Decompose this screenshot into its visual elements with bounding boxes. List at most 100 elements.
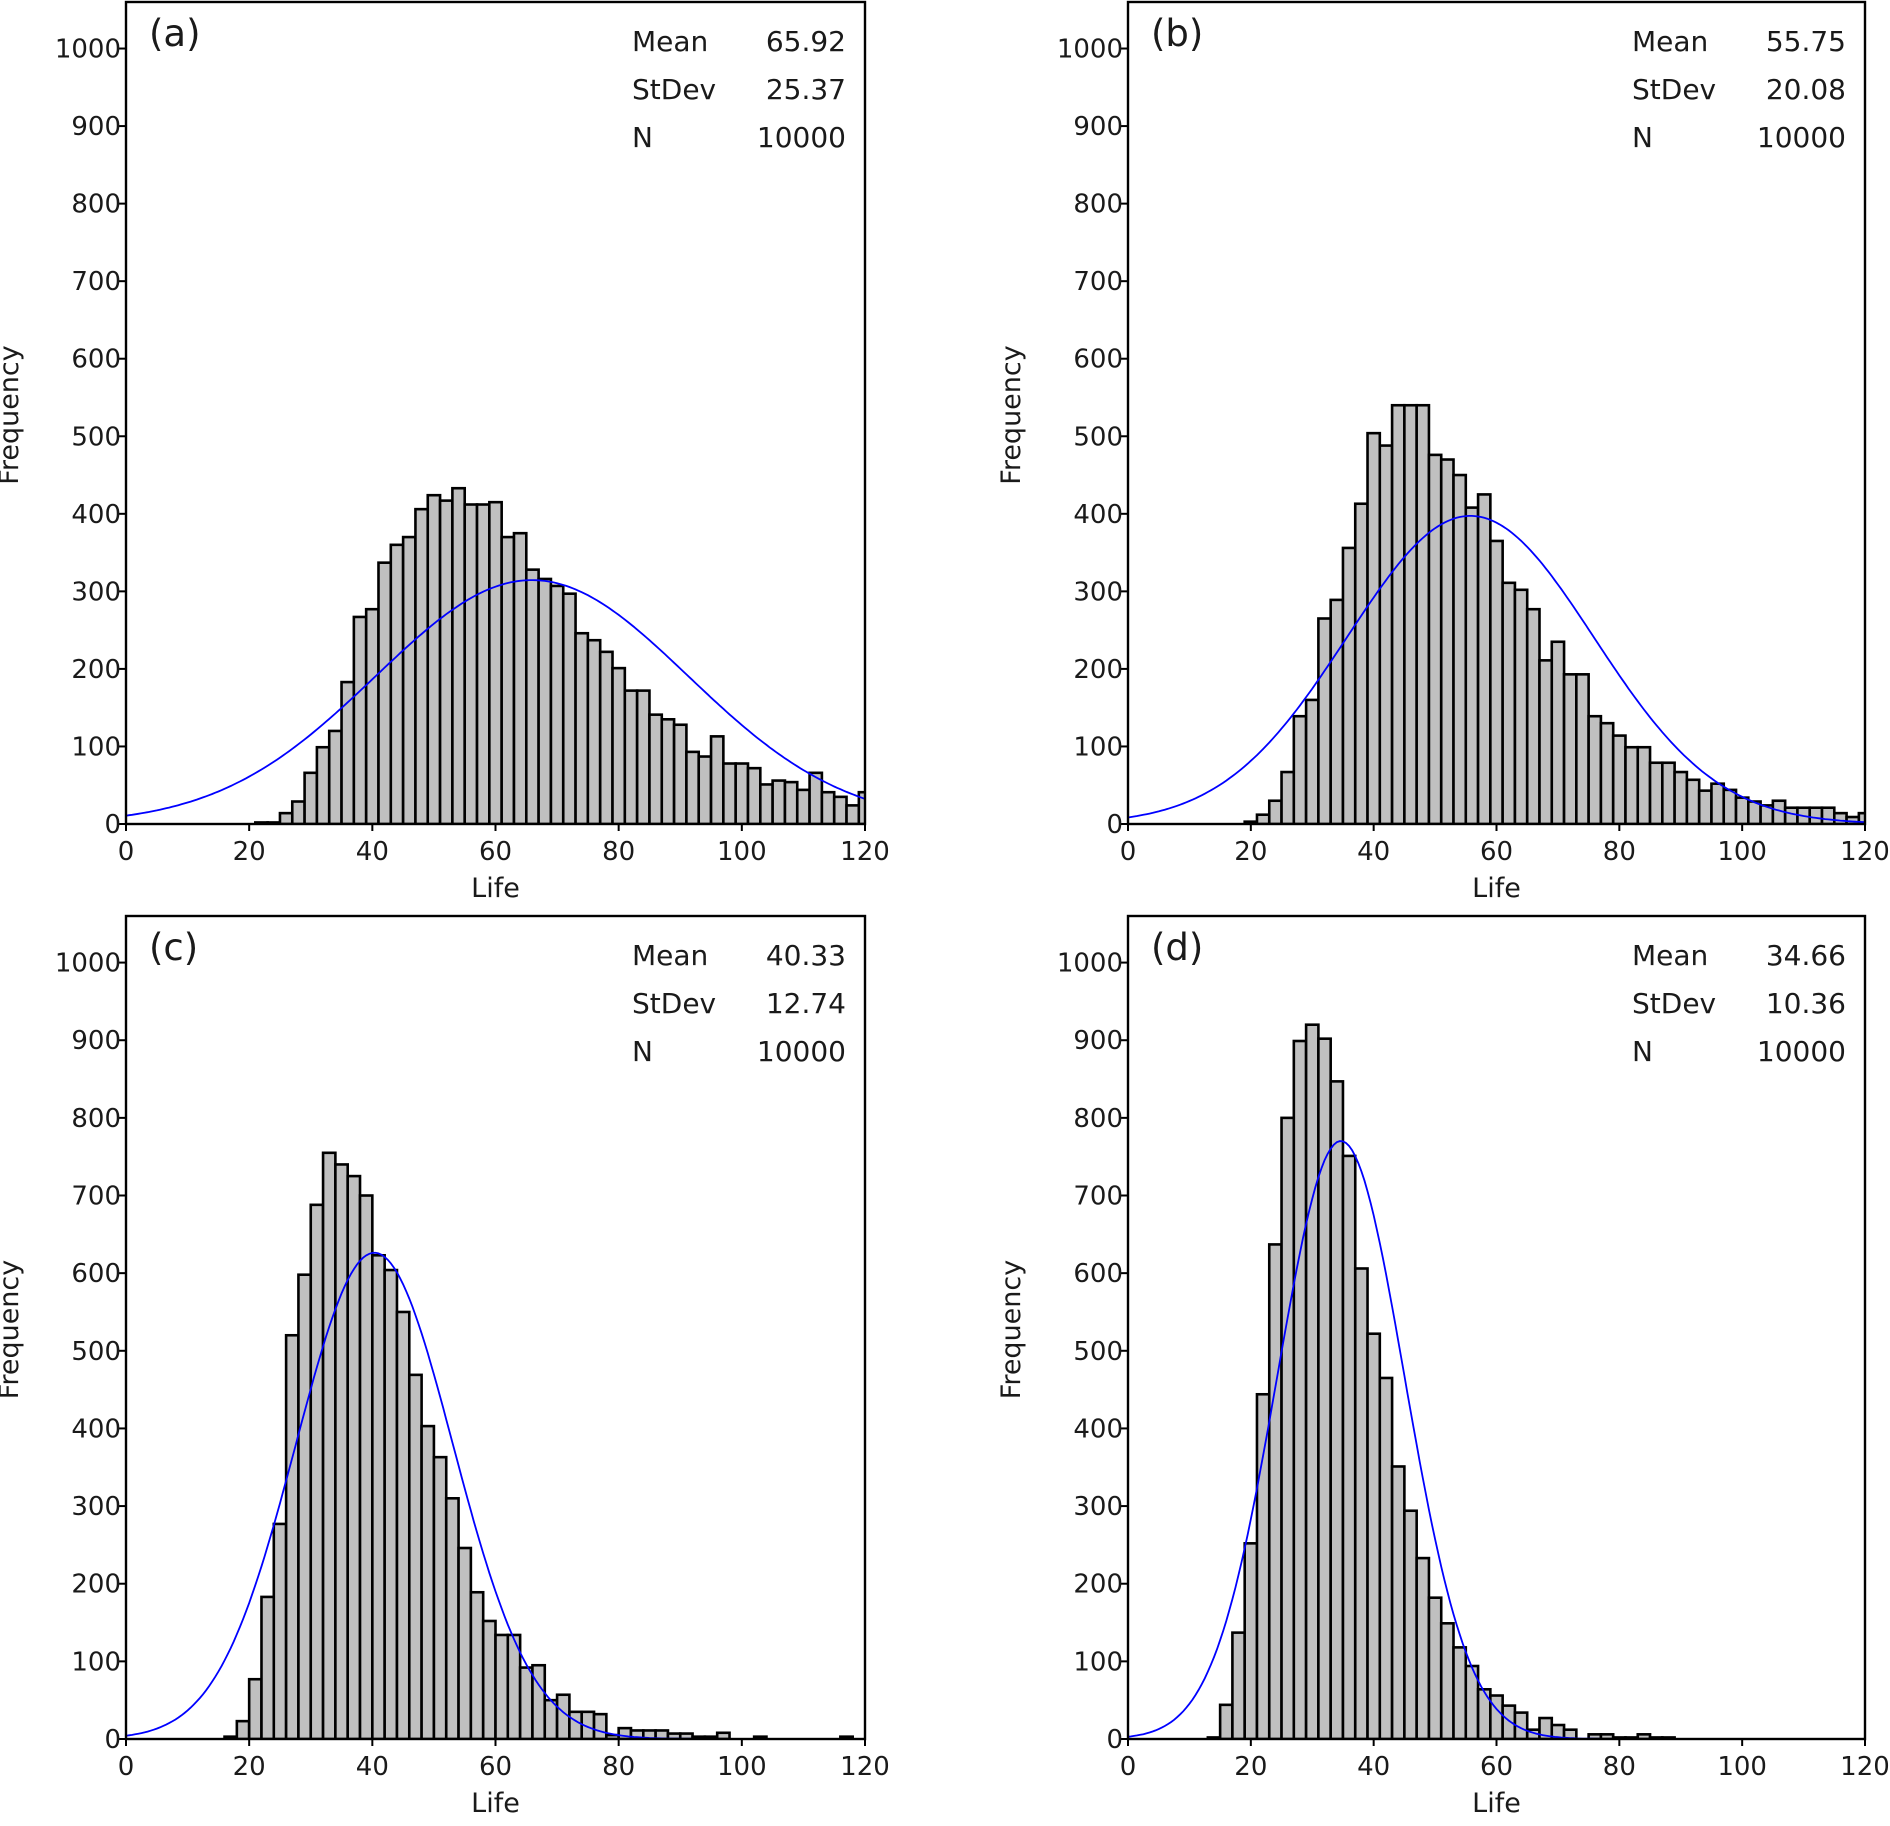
histogram-bar	[1599, 721, 1615, 824]
histogram-bar	[1317, 617, 1332, 824]
y-tick-label: 900	[1073, 112, 1123, 142]
histogram-bar	[247, 1677, 263, 1739]
histogram-bar	[795, 788, 811, 824]
histogram-bar	[746, 766, 762, 824]
y-tick-label: 600	[1073, 345, 1123, 375]
histogram-bar	[635, 689, 651, 824]
histogram-bars	[1206, 1023, 1676, 1739]
histogram-bar	[759, 783, 774, 824]
histogram-bar	[734, 762, 750, 824]
histogram-bar	[1353, 502, 1369, 824]
x-tick-label: 20	[233, 1752, 266, 1782]
histogram-bar	[660, 718, 676, 824]
histogram-bar	[1501, 581, 1517, 824]
x-tick-label: 80	[1603, 837, 1636, 867]
x-tick-label: 100	[717, 1752, 767, 1782]
histogram-bar	[1550, 640, 1566, 824]
y-tick-label: 500	[71, 1337, 121, 1367]
y-tick-label: 1000	[55, 949, 121, 979]
y-tick-label: 1000	[1057, 35, 1123, 65]
x-axis-label: Life	[1472, 873, 1521, 904]
histogram-bar	[1415, 403, 1431, 824]
x-axis-label: Life	[471, 1788, 520, 1819]
plot-frame	[124, 914, 867, 1741]
histogram-bar	[1353, 1267, 1369, 1739]
y-tick-label: 0	[1106, 810, 1123, 840]
stat-value: 10.36	[1766, 987, 1846, 1020]
y-tick-label: 800	[1073, 1104, 1123, 1134]
histogram-bar	[371, 1253, 386, 1739]
histogram-bar	[611, 666, 627, 824]
histogram-bar	[783, 780, 799, 824]
histogram-bar	[1562, 673, 1578, 824]
histogram-bar	[290, 800, 306, 824]
histogram-bar	[414, 507, 430, 824]
y-tick-label: 100	[71, 732, 121, 762]
histogram-bar	[1255, 1392, 1271, 1739]
histogram-bar	[537, 577, 553, 824]
histogram-bar	[586, 638, 602, 824]
histogram-bar	[1403, 403, 1418, 824]
y-tick-label: 500	[1073, 1337, 1123, 1367]
histogram-bar	[1722, 788, 1738, 824]
x-tick-label: 100	[1717, 837, 1767, 867]
x-tick-label: 20	[1234, 1752, 1267, 1782]
x-tick-label: 20	[233, 837, 266, 867]
histogram-panel-a: 0 20 40 60 80 100 120 0 100 200 300 400 500 600 700 800…	[0, 0, 890, 904]
histogram-bar	[334, 1163, 349, 1739]
histogram-bar	[1513, 588, 1529, 824]
y-tick-label: 600	[1073, 1259, 1123, 1289]
histogram-bar	[672, 723, 688, 824]
histogram-bar	[715, 1731, 731, 1739]
normal-fit-curve	[126, 1251, 865, 1739]
x-tick-label: 40	[1357, 1752, 1390, 1782]
histogram-bar	[1341, 1154, 1357, 1739]
histogram-bar	[845, 804, 861, 824]
histogram-bar	[444, 1497, 460, 1739]
histogram-bar	[377, 561, 393, 824]
histogram-bar	[235, 1719, 251, 1739]
x-tick-label: 120	[1840, 1752, 1890, 1782]
histogram-panel-c: 0 20 40 60 80 100 120 0 100 200 300 400 500 600 700 800…	[0, 914, 890, 1819]
histogram-bar	[1636, 745, 1652, 824]
x-tick-label: 120	[1840, 837, 1890, 867]
histogram-bar	[1329, 598, 1345, 824]
histogram-bar	[1267, 1243, 1283, 1739]
stat-value: 65.92	[766, 25, 846, 58]
histogram-bar	[352, 615, 368, 824]
y-tick-label: 700	[1073, 1182, 1123, 1212]
x-tick-label: 60	[1480, 837, 1513, 867]
histogram-bar	[260, 1595, 276, 1739]
histogram-bar	[1267, 799, 1283, 824]
histogram-bar	[808, 771, 824, 824]
y-tick-label: 700	[71, 1182, 121, 1212]
histogram-bar	[389, 543, 405, 824]
stat-label: StDev	[1632, 987, 1716, 1020]
histogram-bar	[401, 535, 417, 824]
normal-fit-curve	[1128, 515, 1865, 824]
stat-label: StDev	[632, 987, 716, 1020]
panel-label: (b)	[1151, 12, 1203, 55]
panel-label: (c)	[149, 926, 198, 969]
y-tick-label: 100	[1073, 732, 1123, 762]
histogram-bar	[463, 503, 479, 824]
histogram-bar	[278, 811, 294, 824]
histogram-bar	[321, 1151, 337, 1739]
stat-label: Mean	[1632, 25, 1708, 58]
y-tick-label: 200	[1073, 1570, 1123, 1600]
histogram-bar	[1329, 1080, 1345, 1739]
histogram-bar	[524, 568, 540, 824]
y-axis-label: Frequency	[0, 345, 25, 485]
histogram-bar	[1304, 698, 1320, 824]
x-tick-label: 20	[1234, 837, 1267, 867]
histogram-bar	[420, 1424, 436, 1739]
histogram-bar	[426, 493, 442, 824]
histogram-bar	[1710, 782, 1726, 824]
histogram-bar	[722, 762, 737, 824]
x-tick-label: 60	[1480, 1752, 1513, 1782]
histogram-bar	[518, 1666, 534, 1739]
y-tick-label: 300	[71, 1492, 121, 1522]
y-tick-label: 200	[71, 1570, 121, 1600]
histogram-bar	[1341, 546, 1357, 824]
histogram-bar	[568, 1710, 584, 1739]
